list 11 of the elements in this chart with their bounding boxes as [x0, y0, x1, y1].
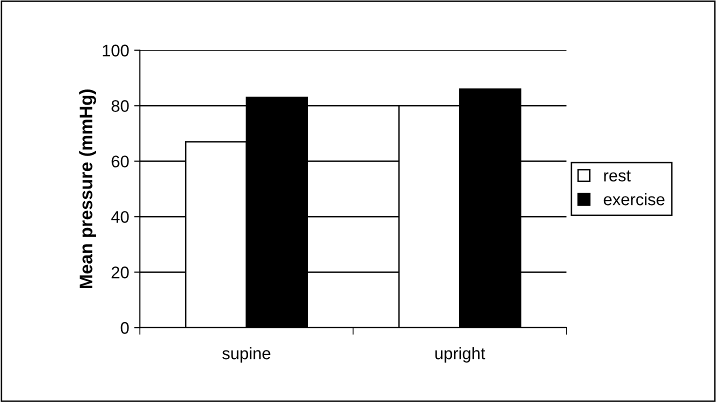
x-tick-label: supine	[222, 347, 270, 363]
y-tick-label: 100	[102, 44, 129, 56]
legend-label: exercise	[604, 193, 664, 206]
y-tick-label: 20	[112, 266, 129, 278]
y-axis-title: Mean pressure (mmHg)	[79, 90, 96, 288]
y-tick-label: 40	[111, 211, 129, 223]
legend-label: rest	[604, 170, 631, 182]
y-tick-label: 80	[112, 100, 129, 112]
y-tick-label: 60	[112, 156, 129, 168]
x-tick-label: upright	[435, 347, 486, 363]
y-tick-label: 0	[120, 322, 129, 334]
